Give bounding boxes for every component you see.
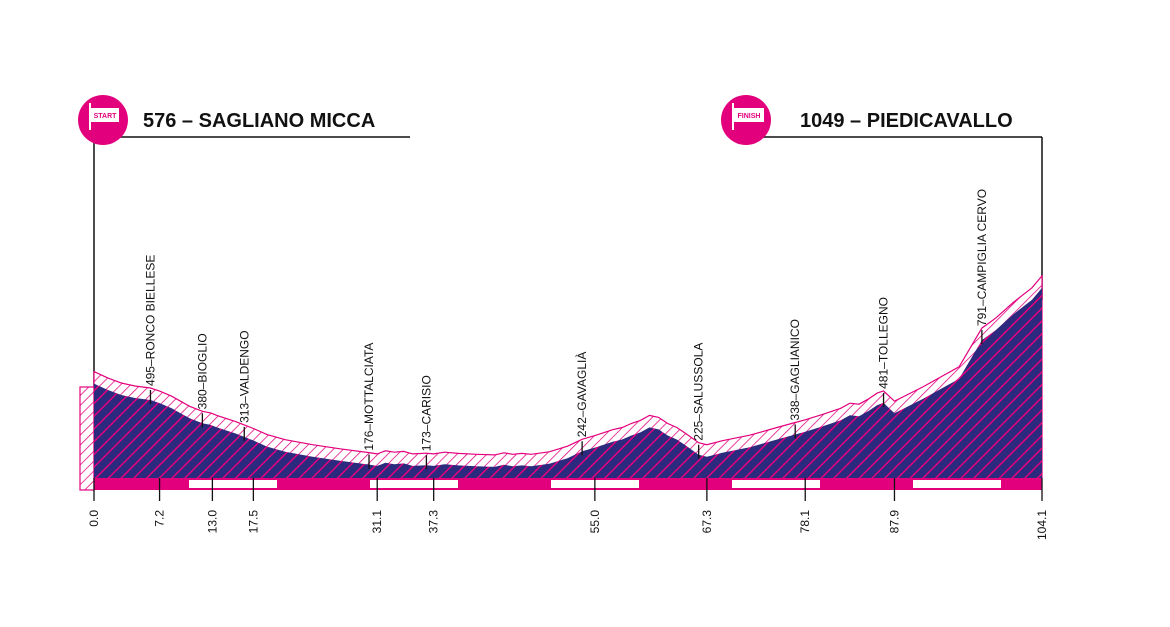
location-label: 481–TOLLEGNO bbox=[877, 297, 891, 389]
location-label: 495–RONCO BIELLESE bbox=[143, 255, 157, 386]
x-tick-label: 31.1 bbox=[370, 510, 384, 534]
x-tick-label: 0.0 bbox=[87, 510, 101, 527]
location-label: 313–VALDENGO bbox=[237, 330, 251, 423]
location-label: 380–BIOGLIO bbox=[195, 333, 209, 409]
start-elevation-marker bbox=[79, 386, 95, 491]
x-tick-label: 104.1 bbox=[1035, 510, 1049, 540]
finish-title: 1049 – PIEDICAVALLO bbox=[800, 110, 1013, 132]
x-tick-label: 17.5 bbox=[246, 510, 260, 534]
location-label: 176–MOTTALCIATA bbox=[362, 343, 376, 451]
location-label: 791–CAMPIGLIA CERVO bbox=[975, 189, 989, 326]
x-tick-label: 37.3 bbox=[427, 510, 441, 534]
terrain-area bbox=[94, 287, 1042, 478]
location-label: 173–CARISIO bbox=[419, 375, 433, 451]
x-tick-label: 78.1 bbox=[798, 510, 812, 534]
location-label: 338–GAGLIANICO bbox=[788, 319, 802, 420]
x-tick-label: 55.0 bbox=[588, 510, 602, 534]
location-label: 242–GAVAGLIÀ bbox=[574, 352, 589, 438]
x-tick-label: 7.2 bbox=[153, 510, 167, 527]
x-tick-label: 13.0 bbox=[205, 510, 219, 534]
x-tick-label: 67.3 bbox=[700, 510, 714, 534]
start-title: 576 – SAGLIANO MICCA bbox=[143, 110, 375, 132]
finish-badge-label: FINISH bbox=[738, 113, 761, 120]
terrain-edge-band bbox=[93, 274, 1043, 479]
location-markers: 495–RONCO BIELLESE 380–BIOGLIO 313–VALDENG… bbox=[143, 189, 989, 470]
location-label: 225–SALUSSOLA bbox=[692, 343, 706, 441]
x-axis-ticks: 0.0 7.2 13.0 17.5 31.1 37.3 55.0 67.3 78.1 87.9 10… bbox=[87, 478, 1049, 540]
start-badge: START bbox=[78, 95, 128, 145]
finish-badge: FINISH bbox=[721, 95, 771, 145]
x-tick-label: 87.9 bbox=[887, 510, 901, 534]
start-badge-label: START bbox=[94, 113, 118, 120]
